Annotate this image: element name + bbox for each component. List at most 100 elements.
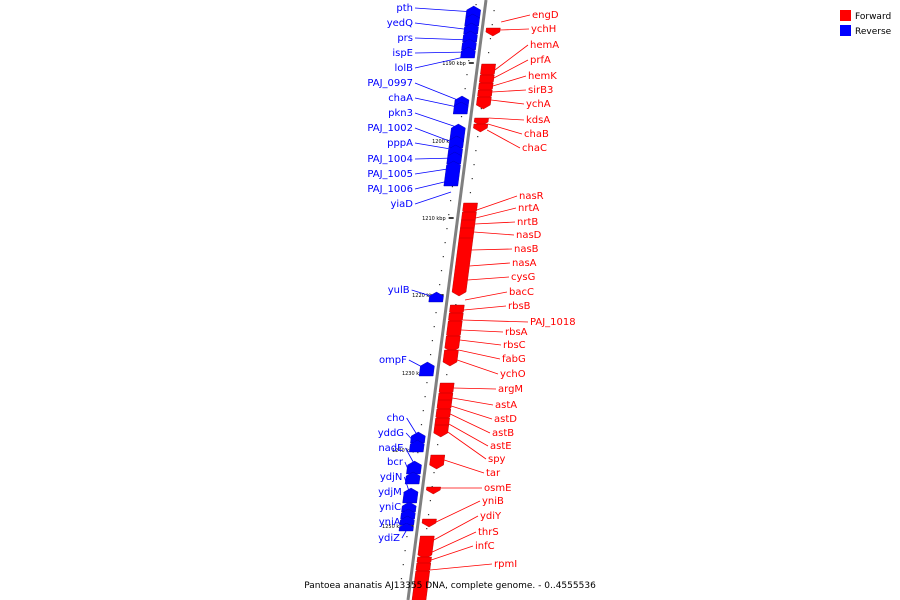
forward-gene-label[interactable]: chaC xyxy=(522,143,547,154)
map-dot xyxy=(440,270,443,272)
reverse-gene-label[interactable]: PAJ_0997 xyxy=(367,78,413,89)
forward-gene-label[interactable]: astA xyxy=(495,400,517,411)
forward-gene-arrow[interactable] xyxy=(426,486,441,495)
forward-gene-label[interactable]: hemK xyxy=(528,71,557,82)
reverse-gene-label[interactable]: PAJ_1002 xyxy=(367,123,413,134)
forward-gene-label[interactable]: engD xyxy=(532,10,559,21)
kbp-label: 1190 kbp xyxy=(442,61,466,67)
forward-gene-arrow[interactable] xyxy=(485,27,501,37)
reverse-gene-arrow[interactable] xyxy=(449,123,466,141)
forward-gene-label[interactable]: sirB3 xyxy=(528,85,553,96)
forward-label-leader xyxy=(444,459,485,474)
forward-gene-label[interactable]: astD xyxy=(494,414,517,425)
forward-gene-label[interactable]: nrtB xyxy=(517,217,538,228)
forward-gene-label[interactable]: nasA xyxy=(512,258,537,269)
forward-gene-label[interactable]: rbsC xyxy=(503,340,526,351)
reverse-gene-label[interactable]: ompF xyxy=(379,355,407,366)
reverse-gene-label[interactable]: lolB xyxy=(394,63,413,74)
reverse-gene-arrow[interactable] xyxy=(410,431,426,444)
reverse-gene-label[interactable]: PAJ_1005 xyxy=(367,169,413,180)
forward-gene-label[interactable]: rbsA xyxy=(505,327,528,338)
reverse-gene-arrow[interactable] xyxy=(398,522,414,532)
forward-gene-label[interactable]: argM xyxy=(498,384,523,395)
forward-gene-label[interactable]: fabG xyxy=(502,354,526,365)
forward-gene-arrow[interactable] xyxy=(411,570,430,600)
forward-gene-label[interactable]: nrtA xyxy=(518,203,539,214)
forward-gene-label[interactable]: nasB xyxy=(514,244,539,255)
forward-gene-arrow[interactable] xyxy=(433,424,449,438)
reverse-gene-label[interactable]: chaA xyxy=(388,93,413,104)
reverse-gene-label[interactable]: yedQ xyxy=(387,18,413,29)
reverse-gene-label[interactable]: bcr xyxy=(387,457,404,468)
reverse-gene-label[interactable]: ispE xyxy=(392,48,413,59)
forward-gene-label[interactable]: tar xyxy=(486,468,501,479)
reverse-gene-label[interactable]: ydjN xyxy=(380,472,403,483)
reverse-gene-arrow[interactable] xyxy=(462,30,478,43)
forward-gene-label[interactable]: kdsA xyxy=(526,115,550,126)
reverse-gene-arrow[interactable] xyxy=(399,515,415,526)
forward-gene-label[interactable]: ychH xyxy=(531,24,556,35)
reverse-gene-arrow[interactable] xyxy=(453,95,470,107)
reverse-gene-label[interactable]: PAJ_1004 xyxy=(367,154,413,165)
forward-gene-arrow[interactable] xyxy=(473,123,489,133)
forward-gene-label[interactable]: nasD xyxy=(516,230,542,241)
reverse-gene-arrow[interactable] xyxy=(460,46,476,59)
forward-gene-arrow[interactable] xyxy=(421,518,437,528)
reverse-gene-label[interactable]: cho xyxy=(387,413,405,424)
reverse-gene-label[interactable]: yiaD xyxy=(390,199,413,210)
forward-gene-label[interactable]: thrS xyxy=(478,527,499,538)
reverse-gene-arrow[interactable] xyxy=(406,460,422,475)
reverse-gene-label[interactable]: nadE xyxy=(378,443,403,454)
reverse-gene-arrow[interactable] xyxy=(443,160,461,187)
forward-label-leader xyxy=(457,359,499,375)
forward-gene-label[interactable]: spy xyxy=(488,454,506,465)
forward-gene-arrow[interactable] xyxy=(429,454,446,470)
forward-gene-label[interactable]: rpmI xyxy=(494,559,517,570)
reverse-gene-arrow[interactable] xyxy=(448,135,465,149)
forward-label-leader xyxy=(467,276,510,281)
forward-gene-label[interactable]: prfA xyxy=(530,55,551,66)
reverse-gene-arrow[interactable] xyxy=(409,439,425,453)
reverse-gene-label[interactable]: yddG xyxy=(378,428,404,439)
forward-gene-arrow[interactable] xyxy=(476,96,492,110)
reverse-gene-label[interactable]: prs xyxy=(397,33,413,44)
forward-label-leader xyxy=(486,129,521,149)
reverse-gene-label[interactable]: ydjM xyxy=(378,487,402,498)
reverse-gene-label[interactable]: yulB xyxy=(388,285,410,296)
reverse-gene-arrow[interactable] xyxy=(428,291,444,303)
forward-gene-label[interactable]: yniB xyxy=(482,496,504,507)
forward-gene-label[interactable]: nasR xyxy=(519,191,544,202)
forward-gene-label[interactable]: hemA xyxy=(530,40,559,51)
reverse-gene-label[interactable]: yniC xyxy=(379,502,401,513)
reverse-gene-label[interactable]: pppA xyxy=(387,138,413,149)
forward-gene-label[interactable]: ychA xyxy=(526,99,551,110)
forward-gene-arrow[interactable] xyxy=(417,535,435,560)
reverse-gene-label[interactable]: yniA xyxy=(379,517,401,528)
reverse-label-leader xyxy=(402,506,410,517)
forward-label-leader xyxy=(490,99,525,105)
forward-gene-label[interactable]: PAJ_1018 xyxy=(530,317,576,328)
reverse-gene-label[interactable]: pkn3 xyxy=(388,108,413,119)
forward-gene-label[interactable]: astE xyxy=(490,441,512,452)
forward-gene-label[interactable]: osmE xyxy=(484,483,511,494)
forward-gene-label[interactable]: chaB xyxy=(524,129,549,140)
forward-gene-label[interactable]: ydiY xyxy=(480,511,502,522)
reverse-gene-label[interactable]: PAJ_1006 xyxy=(367,184,413,195)
forward-gene-label[interactable]: bacC xyxy=(509,287,534,298)
reverse-gene-arrow[interactable] xyxy=(464,13,480,27)
forward-gene-arrow[interactable] xyxy=(444,335,461,353)
reverse-gene-arrow[interactable] xyxy=(447,144,463,157)
forward-gene-label[interactable]: rbsB xyxy=(508,301,531,312)
forward-gene-label[interactable]: cysG xyxy=(511,272,535,283)
reverse-gene-label[interactable]: pth xyxy=(396,3,413,14)
reverse-gene-arrow[interactable] xyxy=(463,22,479,35)
reverse-gene-label[interactable]: ydiZ xyxy=(378,533,400,544)
forward-gene-label[interactable]: ychO xyxy=(500,369,526,380)
reverse-label-leader xyxy=(414,55,469,69)
forward-gene-arrow[interactable] xyxy=(451,237,474,297)
forward-gene-label[interactable]: infC xyxy=(475,541,495,552)
gene-features xyxy=(398,5,501,600)
forward-gene-arrow[interactable] xyxy=(442,349,459,367)
forward-gene-label[interactable]: astB xyxy=(492,428,514,439)
map-dot xyxy=(455,304,457,306)
